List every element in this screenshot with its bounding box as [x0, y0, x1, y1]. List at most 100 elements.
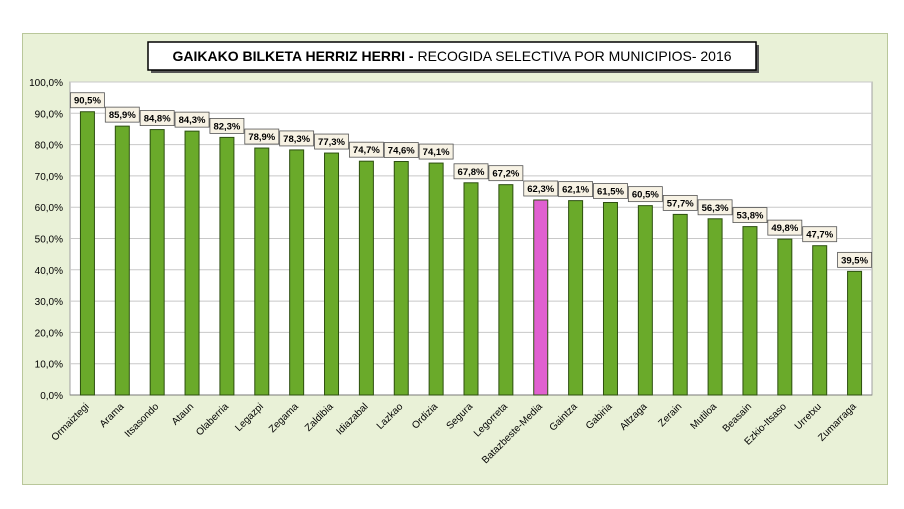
bar — [149, 129, 165, 396]
data-label: 62,3% — [527, 184, 554, 195]
data-label-box — [418, 143, 454, 160]
data-label: 62,1% — [562, 185, 589, 196]
data-label-box — [732, 207, 768, 224]
data-label-box — [627, 186, 663, 203]
data-label-box — [174, 111, 210, 128]
bar — [672, 213, 688, 396]
bar — [463, 182, 479, 396]
data-label-box — [802, 226, 838, 243]
data-label-box — [488, 165, 524, 182]
data-label: 74,1% — [423, 147, 450, 158]
data-label-box — [767, 219, 803, 236]
data-label-box — [139, 110, 175, 126]
data-label: 56,3% — [702, 203, 729, 214]
y-tick-label: 90,0% — [35, 109, 63, 120]
y-tick-label: 70,0% — [35, 172, 63, 183]
x-tick-label: Zegama — [267, 401, 301, 435]
data-label: 47,7% — [806, 230, 833, 241]
x-tick-label: Ordizia — [410, 401, 440, 431]
bar — [847, 270, 863, 396]
data-label: 49,8% — [771, 223, 798, 234]
bar — [219, 136, 235, 396]
x-tick-label: Itsasondo — [123, 401, 162, 440]
bar — [114, 125, 130, 396]
y-tick-label: 10,0% — [35, 360, 63, 371]
data-label: 67,8% — [458, 167, 485, 178]
x-tick-label: Zaldibia — [303, 401, 336, 434]
x-tick-label: Segura — [445, 401, 476, 432]
x-tick-label: Idiazabal — [334, 401, 370, 437]
chart-title: GAIKAKO BILKETA HERRIZ HERRI - RECOGIDA … — [172, 48, 731, 64]
data-label-box — [279, 130, 315, 147]
bar — [358, 160, 374, 396]
data-label: 74,6% — [388, 146, 415, 157]
data-label: 82,3% — [213, 121, 240, 132]
bar — [79, 111, 95, 396]
bar — [289, 149, 305, 396]
data-label-box — [70, 92, 105, 109]
data-label: 78,9% — [248, 132, 275, 143]
data-label: 67,2% — [492, 169, 519, 180]
bar — [568, 200, 584, 396]
bar — [707, 218, 723, 396]
data-label-box — [383, 142, 419, 158]
data-label-box — [837, 251, 872, 268]
data-label-box — [697, 199, 733, 216]
bar — [742, 226, 758, 396]
y-tick-label: 100,0% — [29, 78, 63, 89]
x-tick-label: Ataun — [170, 401, 196, 427]
y-tick-label: 60,0% — [35, 203, 63, 214]
bar — [254, 147, 270, 396]
x-tick-label: Lazkao — [375, 401, 406, 432]
x-tick-label: Zumarraga — [816, 401, 859, 444]
x-tick-label: Legazpi — [233, 401, 266, 434]
x-tick-label: Gaintza — [548, 401, 580, 433]
x-tick-label: Ormaiztegi — [50, 401, 92, 443]
data-label-box — [453, 163, 489, 180]
x-tick-label: Arama — [98, 401, 127, 430]
data-label: 90,5% — [74, 96, 101, 107]
bar — [184, 130, 200, 396]
x-tick-label: Mutiloa — [689, 401, 720, 432]
data-label: 53,8% — [736, 211, 763, 222]
bar — [428, 162, 444, 396]
bar — [777, 238, 793, 396]
data-label: 74,7% — [353, 145, 380, 156]
y-tick-label: 0,0% — [40, 391, 63, 402]
data-label-box — [314, 133, 349, 150]
bar — [324, 152, 340, 396]
data-label: 84,3% — [179, 115, 206, 126]
y-tick-label: 30,0% — [35, 297, 63, 308]
x-tick-label: Urretxu — [793, 401, 824, 432]
y-tick-label: 80,0% — [35, 141, 63, 152]
y-tick-label: 50,0% — [35, 235, 63, 246]
data-label: 61,5% — [597, 187, 624, 198]
data-label-box — [558, 181, 594, 198]
data-label: 78,3% — [283, 134, 310, 145]
data-label-box — [104, 106, 140, 123]
title-box — [147, 41, 757, 71]
y-tick-label: 40,0% — [35, 266, 63, 277]
bar — [602, 202, 618, 396]
chart-title-rest: RECOGIDA SELECTIVA POR MUNICIPIOS- 2016 — [414, 48, 732, 64]
data-label-box — [209, 118, 245, 134]
x-tick-label: Zerain — [657, 401, 685, 429]
data-label: 85,9% — [109, 110, 136, 121]
x-tick-label: Olaberria — [194, 401, 231, 438]
bar — [533, 199, 549, 396]
data-label: 60,5% — [632, 190, 659, 201]
bar — [393, 161, 409, 396]
y-tick-label: 20,0% — [35, 328, 63, 339]
x-tick-label: Batazbeste-Media — [480, 401, 545, 466]
bar — [812, 245, 828, 396]
x-tick-label: Beasain — [721, 401, 754, 434]
x-tick-label: Altzaga — [618, 401, 650, 433]
data-label: 84,8% — [144, 114, 171, 125]
bar — [498, 184, 514, 396]
data-label-box — [348, 141, 384, 158]
data-label-box — [523, 180, 559, 197]
bar — [637, 205, 653, 396]
x-tick-label: Gabiria — [584, 401, 615, 432]
data-label: 57,7% — [667, 198, 694, 209]
